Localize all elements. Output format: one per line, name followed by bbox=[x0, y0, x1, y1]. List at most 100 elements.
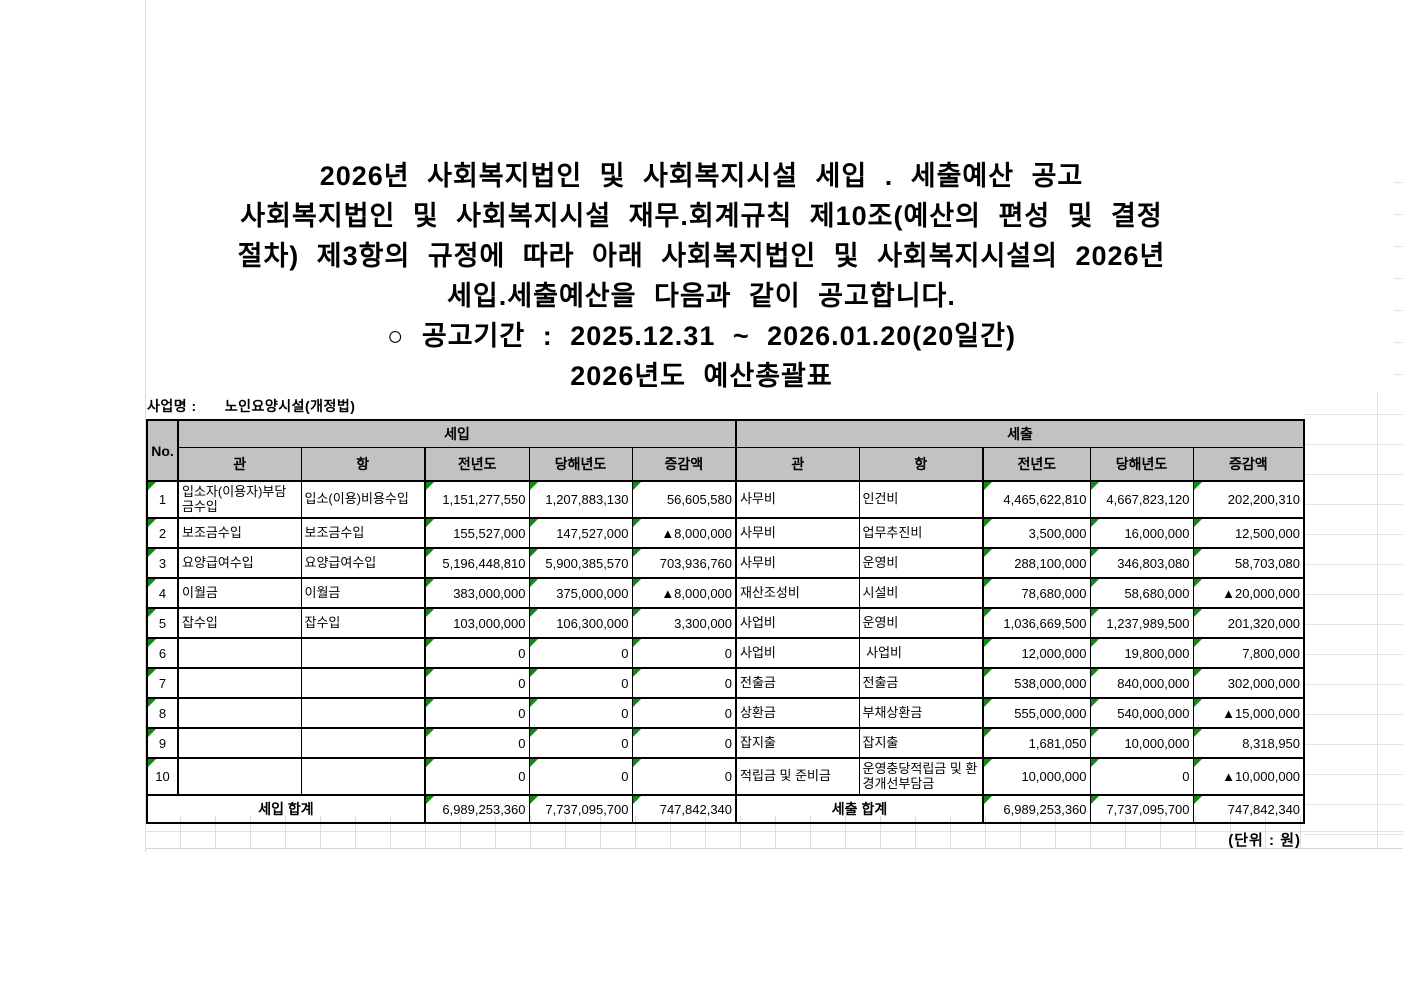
data-cell[interactable]: 56,605,580 bbox=[631, 480, 737, 519]
data-cell[interactable] bbox=[300, 727, 426, 759]
data-cell[interactable]: 요양급여수입 bbox=[177, 547, 302, 579]
data-cell[interactable]: 0 bbox=[1089, 757, 1194, 796]
data-cell[interactable]: 288,100,000 bbox=[982, 547, 1091, 579]
data-cell[interactable]: 58,680,000 bbox=[1089, 577, 1194, 609]
data-cell[interactable]: 잡수입 bbox=[177, 607, 302, 639]
expense-header-hang[interactable]: 항 bbox=[858, 447, 984, 482]
data-cell[interactable]: 106,300,000 bbox=[528, 607, 633, 639]
expense-total-current-year[interactable]: 7,737,095,700 bbox=[1089, 794, 1194, 824]
data-cell[interactable]: 인건비 bbox=[858, 480, 984, 519]
data-cell[interactable]: 147,527,000 bbox=[528, 517, 633, 549]
data-cell[interactable]: 잡지출 bbox=[858, 727, 984, 759]
data-cell[interactable]: 부채상환금 bbox=[858, 697, 984, 729]
data-cell[interactable]: 538,000,000 bbox=[982, 667, 1091, 699]
data-cell[interactable]: 사업비 bbox=[858, 637, 984, 669]
data-cell[interactable]: 0 bbox=[631, 637, 737, 669]
data-cell[interactable]: 78,680,000 bbox=[982, 577, 1091, 609]
data-cell[interactable]: 상환금 bbox=[735, 697, 860, 729]
data-cell[interactable]: 0 bbox=[631, 757, 737, 796]
data-cell[interactable]: 12,500,000 bbox=[1192, 517, 1305, 549]
data-cell[interactable]: ▲15,000,000 bbox=[1192, 697, 1305, 729]
row-number-cell[interactable]: 5 bbox=[146, 607, 179, 639]
data-cell[interactable]: 적립금 및 준비금 bbox=[735, 757, 860, 796]
data-cell[interactable]: 잡수입 bbox=[300, 607, 426, 639]
data-cell[interactable]: 사무비 bbox=[735, 480, 860, 519]
row-number-cell[interactable]: 1 bbox=[146, 480, 179, 519]
income-header-hang[interactable]: 항 bbox=[300, 447, 426, 482]
data-cell[interactable]: 0 bbox=[424, 757, 530, 796]
data-cell[interactable]: 540,000,000 bbox=[1089, 697, 1194, 729]
data-cell[interactable] bbox=[300, 667, 426, 699]
data-cell[interactable] bbox=[300, 637, 426, 669]
data-cell[interactable]: 입소자(이용자)부담금수입 bbox=[177, 480, 302, 519]
data-cell[interactable] bbox=[177, 757, 302, 796]
data-cell[interactable]: 19,800,000 bbox=[1089, 637, 1194, 669]
data-cell[interactable]: 4,465,622,810 bbox=[982, 480, 1091, 519]
data-cell[interactable]: 10,000,000 bbox=[1089, 727, 1194, 759]
income-group-header[interactable]: 세입 bbox=[176, 419, 737, 448]
data-cell[interactable]: 사무비 bbox=[735, 517, 860, 549]
data-cell[interactable]: 0 bbox=[528, 727, 633, 759]
data-cell[interactable]: 10,000,000 bbox=[982, 757, 1091, 796]
data-cell[interactable]: 시설비 bbox=[858, 577, 984, 609]
income-total-label[interactable]: 세입 합계 bbox=[146, 794, 426, 824]
row-number-cell[interactable]: 3 bbox=[146, 547, 179, 579]
data-cell[interactable]: 5,900,385,570 bbox=[528, 547, 633, 579]
data-cell[interactable]: 16,000,000 bbox=[1089, 517, 1194, 549]
column-header-no[interactable]: No. bbox=[146, 419, 179, 482]
data-cell[interactable]: 1,207,883,130 bbox=[528, 480, 633, 519]
data-cell[interactable]: 0 bbox=[631, 667, 737, 699]
data-cell[interactable]: 재산조성비 bbox=[735, 577, 860, 609]
data-cell[interactable]: 0 bbox=[424, 637, 530, 669]
expense-header-current-year[interactable]: 당해년도 bbox=[1089, 447, 1194, 482]
data-cell[interactable] bbox=[177, 637, 302, 669]
data-cell[interactable] bbox=[177, 727, 302, 759]
income-header-gwan[interactable]: 관 bbox=[177, 447, 302, 482]
expense-header-prev-year[interactable]: 전년도 bbox=[982, 447, 1091, 482]
data-cell[interactable]: 0 bbox=[528, 757, 633, 796]
data-cell[interactable]: ▲20,000,000 bbox=[1192, 577, 1305, 609]
data-cell[interactable]: 840,000,000 bbox=[1089, 667, 1194, 699]
row-number-cell[interactable]: 2 bbox=[146, 517, 179, 549]
income-header-current-year[interactable]: 당해년도 bbox=[528, 447, 633, 482]
business-name-value[interactable]: 노인요양시설(개정법) bbox=[224, 398, 356, 414]
data-cell[interactable]: 운영비 bbox=[858, 607, 984, 639]
data-cell[interactable]: 703,936,760 bbox=[631, 547, 737, 579]
data-cell[interactable] bbox=[300, 697, 426, 729]
data-cell[interactable]: 전출금 bbox=[858, 667, 984, 699]
data-cell[interactable]: 12,000,000 bbox=[982, 637, 1091, 669]
data-cell[interactable]: 1,237,989,500 bbox=[1089, 607, 1194, 639]
data-cell[interactable]: 3,300,000 bbox=[631, 607, 737, 639]
data-cell[interactable]: 이월금 bbox=[300, 577, 426, 609]
data-cell[interactable]: 0 bbox=[528, 637, 633, 669]
row-number-cell[interactable]: 10 bbox=[146, 757, 179, 796]
data-cell[interactable]: 1,151,277,550 bbox=[424, 480, 530, 519]
data-cell[interactable]: 375,000,000 bbox=[528, 577, 633, 609]
data-cell[interactable]: 사업비 bbox=[735, 637, 860, 669]
data-cell[interactable]: 1,036,669,500 bbox=[982, 607, 1091, 639]
data-cell[interactable]: 운영비 bbox=[858, 547, 984, 579]
expense-total-label[interactable]: 세출 합계 bbox=[735, 794, 984, 824]
data-cell[interactable]: 555,000,000 bbox=[982, 697, 1091, 729]
row-number-cell[interactable]: 4 bbox=[146, 577, 179, 609]
data-cell[interactable]: 사업비 bbox=[735, 607, 860, 639]
data-cell[interactable]: 346,803,080 bbox=[1089, 547, 1194, 579]
data-cell[interactable]: 0 bbox=[631, 697, 737, 729]
data-cell[interactable]: 잡지출 bbox=[735, 727, 860, 759]
data-cell[interactable]: 0 bbox=[631, 727, 737, 759]
row-number-cell[interactable]: 8 bbox=[146, 697, 179, 729]
expense-header-gwan[interactable]: 관 bbox=[735, 447, 860, 482]
income-total-current-year[interactable]: 7,737,095,700 bbox=[528, 794, 633, 824]
data-cell[interactable]: 383,000,000 bbox=[424, 577, 530, 609]
data-cell[interactable]: 운영충당적립금 및 환경개선부담금 bbox=[858, 757, 984, 796]
data-cell[interactable] bbox=[177, 697, 302, 729]
data-cell[interactable]: 201,320,000 bbox=[1192, 607, 1305, 639]
data-cell[interactable]: ▲8,000,000 bbox=[631, 517, 737, 549]
income-total-prev-year[interactable]: 6,989,253,360 bbox=[424, 794, 530, 824]
income-header-change[interactable]: 증감액 bbox=[631, 447, 737, 482]
data-cell[interactable]: 0 bbox=[424, 727, 530, 759]
data-cell[interactable]: 요양급여수입 bbox=[300, 547, 426, 579]
data-cell[interactable]: 1,681,050 bbox=[982, 727, 1091, 759]
data-cell[interactable]: 입소(이용)비용수입 bbox=[300, 480, 426, 519]
data-cell[interactable]: 0 bbox=[528, 667, 633, 699]
